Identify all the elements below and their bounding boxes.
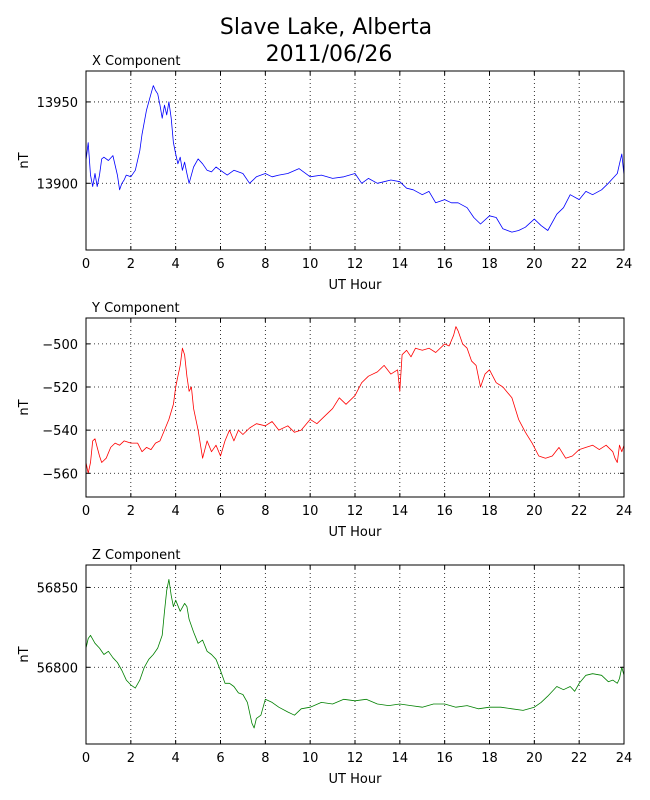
x-tick-label: 2 bbox=[127, 257, 135, 272]
x-tick-label: 12 bbox=[347, 751, 364, 766]
x-tick-label: 20 bbox=[526, 504, 543, 519]
x-tick-label: 4 bbox=[172, 504, 180, 519]
y-tick-label: −500 bbox=[42, 338, 78, 353]
x-tick-label: 20 bbox=[526, 751, 543, 766]
x-tick-label: 22 bbox=[571, 504, 588, 519]
x-series-line bbox=[85, 85, 625, 233]
x-tick-label: 4 bbox=[172, 751, 180, 766]
x-tick-label: 10 bbox=[302, 504, 319, 519]
panel-title: Z Component bbox=[92, 548, 181, 563]
y-tick-label: −540 bbox=[42, 424, 78, 439]
y-axis-label: nT bbox=[17, 152, 32, 168]
x-tick-label: 12 bbox=[347, 257, 364, 272]
x-tick-label: 18 bbox=[481, 257, 498, 272]
x-tick-label: 16 bbox=[436, 257, 453, 272]
y-axis-label: nT bbox=[17, 399, 32, 415]
x-axis-label: UT Hour bbox=[329, 525, 383, 540]
x-axis-label: UT Hour bbox=[329, 278, 383, 293]
x-tick-label: 6 bbox=[216, 504, 224, 519]
y-tick-label: 56850 bbox=[37, 581, 78, 596]
y-tick-label: −560 bbox=[42, 467, 78, 482]
x-tick-label: 2 bbox=[127, 751, 135, 766]
x-axis-label: UT Hour bbox=[329, 772, 383, 787]
x-tick-label: 24 bbox=[616, 751, 633, 766]
x-tick-label: 0 bbox=[82, 751, 90, 766]
y-tick-label: −520 bbox=[42, 381, 78, 396]
y-axis-label: nT bbox=[17, 646, 32, 662]
figure-title: Slave Lake, Alberta bbox=[220, 15, 432, 40]
panel-title: Y Component bbox=[91, 301, 180, 316]
x-tick-label: 24 bbox=[616, 257, 633, 272]
panel-title: X Component bbox=[92, 54, 181, 69]
x-tick-label: 18 bbox=[481, 751, 498, 766]
x-tick-label: 16 bbox=[436, 504, 453, 519]
x-tick-label: 14 bbox=[392, 257, 409, 272]
x-tick-label: 10 bbox=[302, 257, 319, 272]
x-tick-label: 0 bbox=[82, 504, 90, 519]
x-tick-label: 2 bbox=[127, 504, 135, 519]
x-tick-label: 18 bbox=[481, 504, 498, 519]
y-series-line bbox=[85, 326, 625, 474]
x-tick-label: 22 bbox=[571, 257, 588, 272]
x-tick-label: 6 bbox=[216, 751, 224, 766]
y-tick-label: 56800 bbox=[37, 661, 78, 676]
x-tick-label: 14 bbox=[392, 504, 409, 519]
x-tick-label: 14 bbox=[392, 751, 409, 766]
y-tick-label: 13900 bbox=[37, 177, 78, 192]
x-tick-label: 8 bbox=[261, 504, 269, 519]
x-tick-label: 8 bbox=[261, 751, 269, 766]
x-tick-label: 6 bbox=[216, 257, 224, 272]
x-tick-label: 0 bbox=[82, 257, 90, 272]
x-tick-label: 8 bbox=[261, 257, 269, 272]
z-series-line bbox=[85, 579, 625, 729]
x-tick-label: 24 bbox=[616, 504, 633, 519]
x-tick-label: 22 bbox=[571, 751, 588, 766]
x-tick-label: 12 bbox=[347, 504, 364, 519]
figure-subtitle: 2011/06/26 bbox=[266, 42, 393, 67]
y-tick-label: 13950 bbox=[37, 96, 78, 111]
x-tick-label: 20 bbox=[526, 257, 543, 272]
x-tick-label: 10 bbox=[302, 751, 319, 766]
x-tick-label: 4 bbox=[172, 257, 180, 272]
x-tick-label: 16 bbox=[436, 751, 453, 766]
